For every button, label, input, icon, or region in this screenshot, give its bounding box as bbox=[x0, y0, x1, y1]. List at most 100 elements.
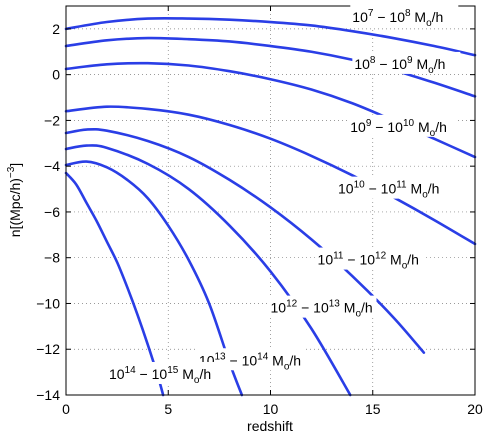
ticks bbox=[65, 6, 476, 396]
annotation-part: 10 bbox=[354, 180, 366, 191]
annotation-part: /h bbox=[434, 56, 446, 72]
annotation-part: 11 bbox=[396, 180, 407, 191]
series-line-4 bbox=[64, 105, 477, 246]
y-tick-label: −10 bbox=[36, 295, 60, 311]
annotation-part: 13 bbox=[215, 351, 227, 362]
annotation-part: 10 bbox=[271, 300, 287, 316]
annotation-part: M bbox=[414, 119, 430, 135]
annotation-part: o bbox=[355, 309, 361, 320]
annotation-background bbox=[196, 348, 305, 371]
annotation-label-6: 1012 − 1013 Mo/h bbox=[271, 299, 373, 320]
x-tick-label: 15 bbox=[365, 401, 381, 417]
y-tick-label: −8 bbox=[44, 250, 60, 266]
y-tick-label: −4 bbox=[44, 158, 60, 174]
annotation-part: 10 bbox=[403, 118, 415, 129]
y-tick-label: −14 bbox=[36, 387, 60, 403]
annotation-background bbox=[268, 295, 377, 318]
y-tick-label: −6 bbox=[44, 204, 60, 220]
series-line-5 bbox=[64, 127, 426, 354]
annotation-part: /h bbox=[289, 352, 301, 368]
y-axis-title-main: n[(Mpc/h) bbox=[7, 178, 23, 237]
series-line-8 bbox=[64, 171, 165, 397]
annotation-part: − bbox=[375, 56, 391, 72]
annotation-part: − bbox=[373, 9, 389, 25]
x-tick-label: 0 bbox=[62, 401, 70, 417]
annotation-part: 8 bbox=[405, 8, 411, 19]
y-tick-label: −2 bbox=[44, 112, 60, 128]
annotation-part: 10 bbox=[352, 9, 368, 25]
annotation-background bbox=[350, 5, 459, 28]
annotation-part: M bbox=[268, 352, 284, 368]
x-tick-label: 5 bbox=[164, 401, 172, 417]
annotation-label-7: 1013 − 1014 Mo/h bbox=[199, 351, 301, 372]
annotation-part: 10 bbox=[350, 119, 366, 135]
annotation-part: 7 bbox=[368, 8, 374, 19]
annotation-part: 14 bbox=[257, 351, 269, 362]
annotation-part: /h bbox=[428, 181, 440, 197]
annotation-part: M bbox=[411, 9, 427, 25]
annotation-part: 11 bbox=[333, 251, 344, 262]
annotation-part: − bbox=[226, 352, 242, 368]
annotation-part: o bbox=[430, 128, 436, 139]
y-axis-title-exponent: −3 bbox=[6, 166, 17, 178]
annotation-label-4: 1010 − 1011 Mo/h bbox=[338, 180, 439, 201]
annotation-background bbox=[352, 51, 461, 74]
y-tick-label: −12 bbox=[36, 341, 60, 357]
annotation-part: 10 bbox=[389, 9, 405, 25]
annotation-part: − bbox=[371, 119, 387, 135]
annotation-part: 10 bbox=[152, 366, 168, 382]
annotation-part: 10 bbox=[318, 252, 334, 268]
annotation-part: M bbox=[407, 181, 423, 197]
series-line-7 bbox=[64, 160, 244, 397]
annotation-part: 10 bbox=[381, 181, 397, 197]
annotation-part: o bbox=[402, 261, 408, 272]
y-tick-labels: −14 −12 −10 −8 −6 −4 −2 0 2 bbox=[36, 21, 60, 403]
annotation-part: 10 bbox=[313, 300, 329, 316]
annotation-part: − bbox=[297, 300, 313, 316]
annotation-part: M bbox=[413, 56, 429, 72]
annotation-label-1: 107 − 108 Mo/h bbox=[352, 8, 443, 29]
annotation-part: 10 bbox=[338, 181, 354, 197]
annotation-part: M bbox=[178, 366, 194, 382]
annotation-part: o bbox=[284, 361, 290, 372]
x-tick-label: 20 bbox=[467, 401, 483, 417]
y-tick-label: 2 bbox=[52, 21, 60, 37]
annotation-part: M bbox=[340, 300, 356, 316]
x-tick-labels: 0 5 10 15 20 bbox=[62, 401, 483, 417]
annotation-part: − bbox=[365, 181, 381, 197]
annotation-part: 13 bbox=[329, 299, 341, 310]
y-axis-title: n[(Mpc/h)−3] bbox=[6, 163, 23, 237]
series-line-1 bbox=[64, 16, 477, 57]
annotation-part: 9 bbox=[366, 118, 372, 129]
annotation-part: 10 bbox=[354, 56, 370, 72]
annotation-part: o bbox=[426, 18, 432, 29]
annotation-label-5: 1011 − 1012 Mo/h bbox=[318, 251, 419, 272]
annotation-background bbox=[315, 247, 424, 270]
x-tick-label: 10 bbox=[263, 401, 279, 417]
annotation-part: o bbox=[422, 190, 428, 201]
y-axis-title-close: ] bbox=[7, 163, 23, 167]
annotation-part: 10 bbox=[109, 366, 125, 382]
annotation-part: 9 bbox=[407, 55, 413, 66]
y-tick-label: 0 bbox=[52, 67, 60, 83]
annotation-part: 14 bbox=[125, 365, 137, 376]
annotation-part: 8 bbox=[370, 55, 376, 66]
annotation-part: − bbox=[344, 252, 360, 268]
annotation-part: M bbox=[386, 252, 402, 268]
annotation-label-8: 1014 − 1015 Mo/h bbox=[109, 365, 211, 386]
annotation-part: /h bbox=[407, 252, 419, 268]
annotation-part: − bbox=[136, 366, 152, 382]
annotation-part: /h bbox=[432, 9, 444, 25]
annotation-part: 10 bbox=[359, 252, 375, 268]
annotation-label-2: 108 − 109 Mo/h bbox=[354, 55, 445, 76]
annotation-background bbox=[106, 361, 215, 384]
annotation-part: /h bbox=[435, 119, 447, 135]
annotation-part: /h bbox=[361, 300, 373, 316]
annotation-part: 10 bbox=[391, 56, 407, 72]
annotation-part: /h bbox=[199, 366, 211, 382]
annotation-label-3: 109 − 1010 Mo/h bbox=[350, 118, 447, 139]
x-axis-title: redshift bbox=[247, 418, 293, 434]
annotation-part: 15 bbox=[167, 365, 179, 376]
